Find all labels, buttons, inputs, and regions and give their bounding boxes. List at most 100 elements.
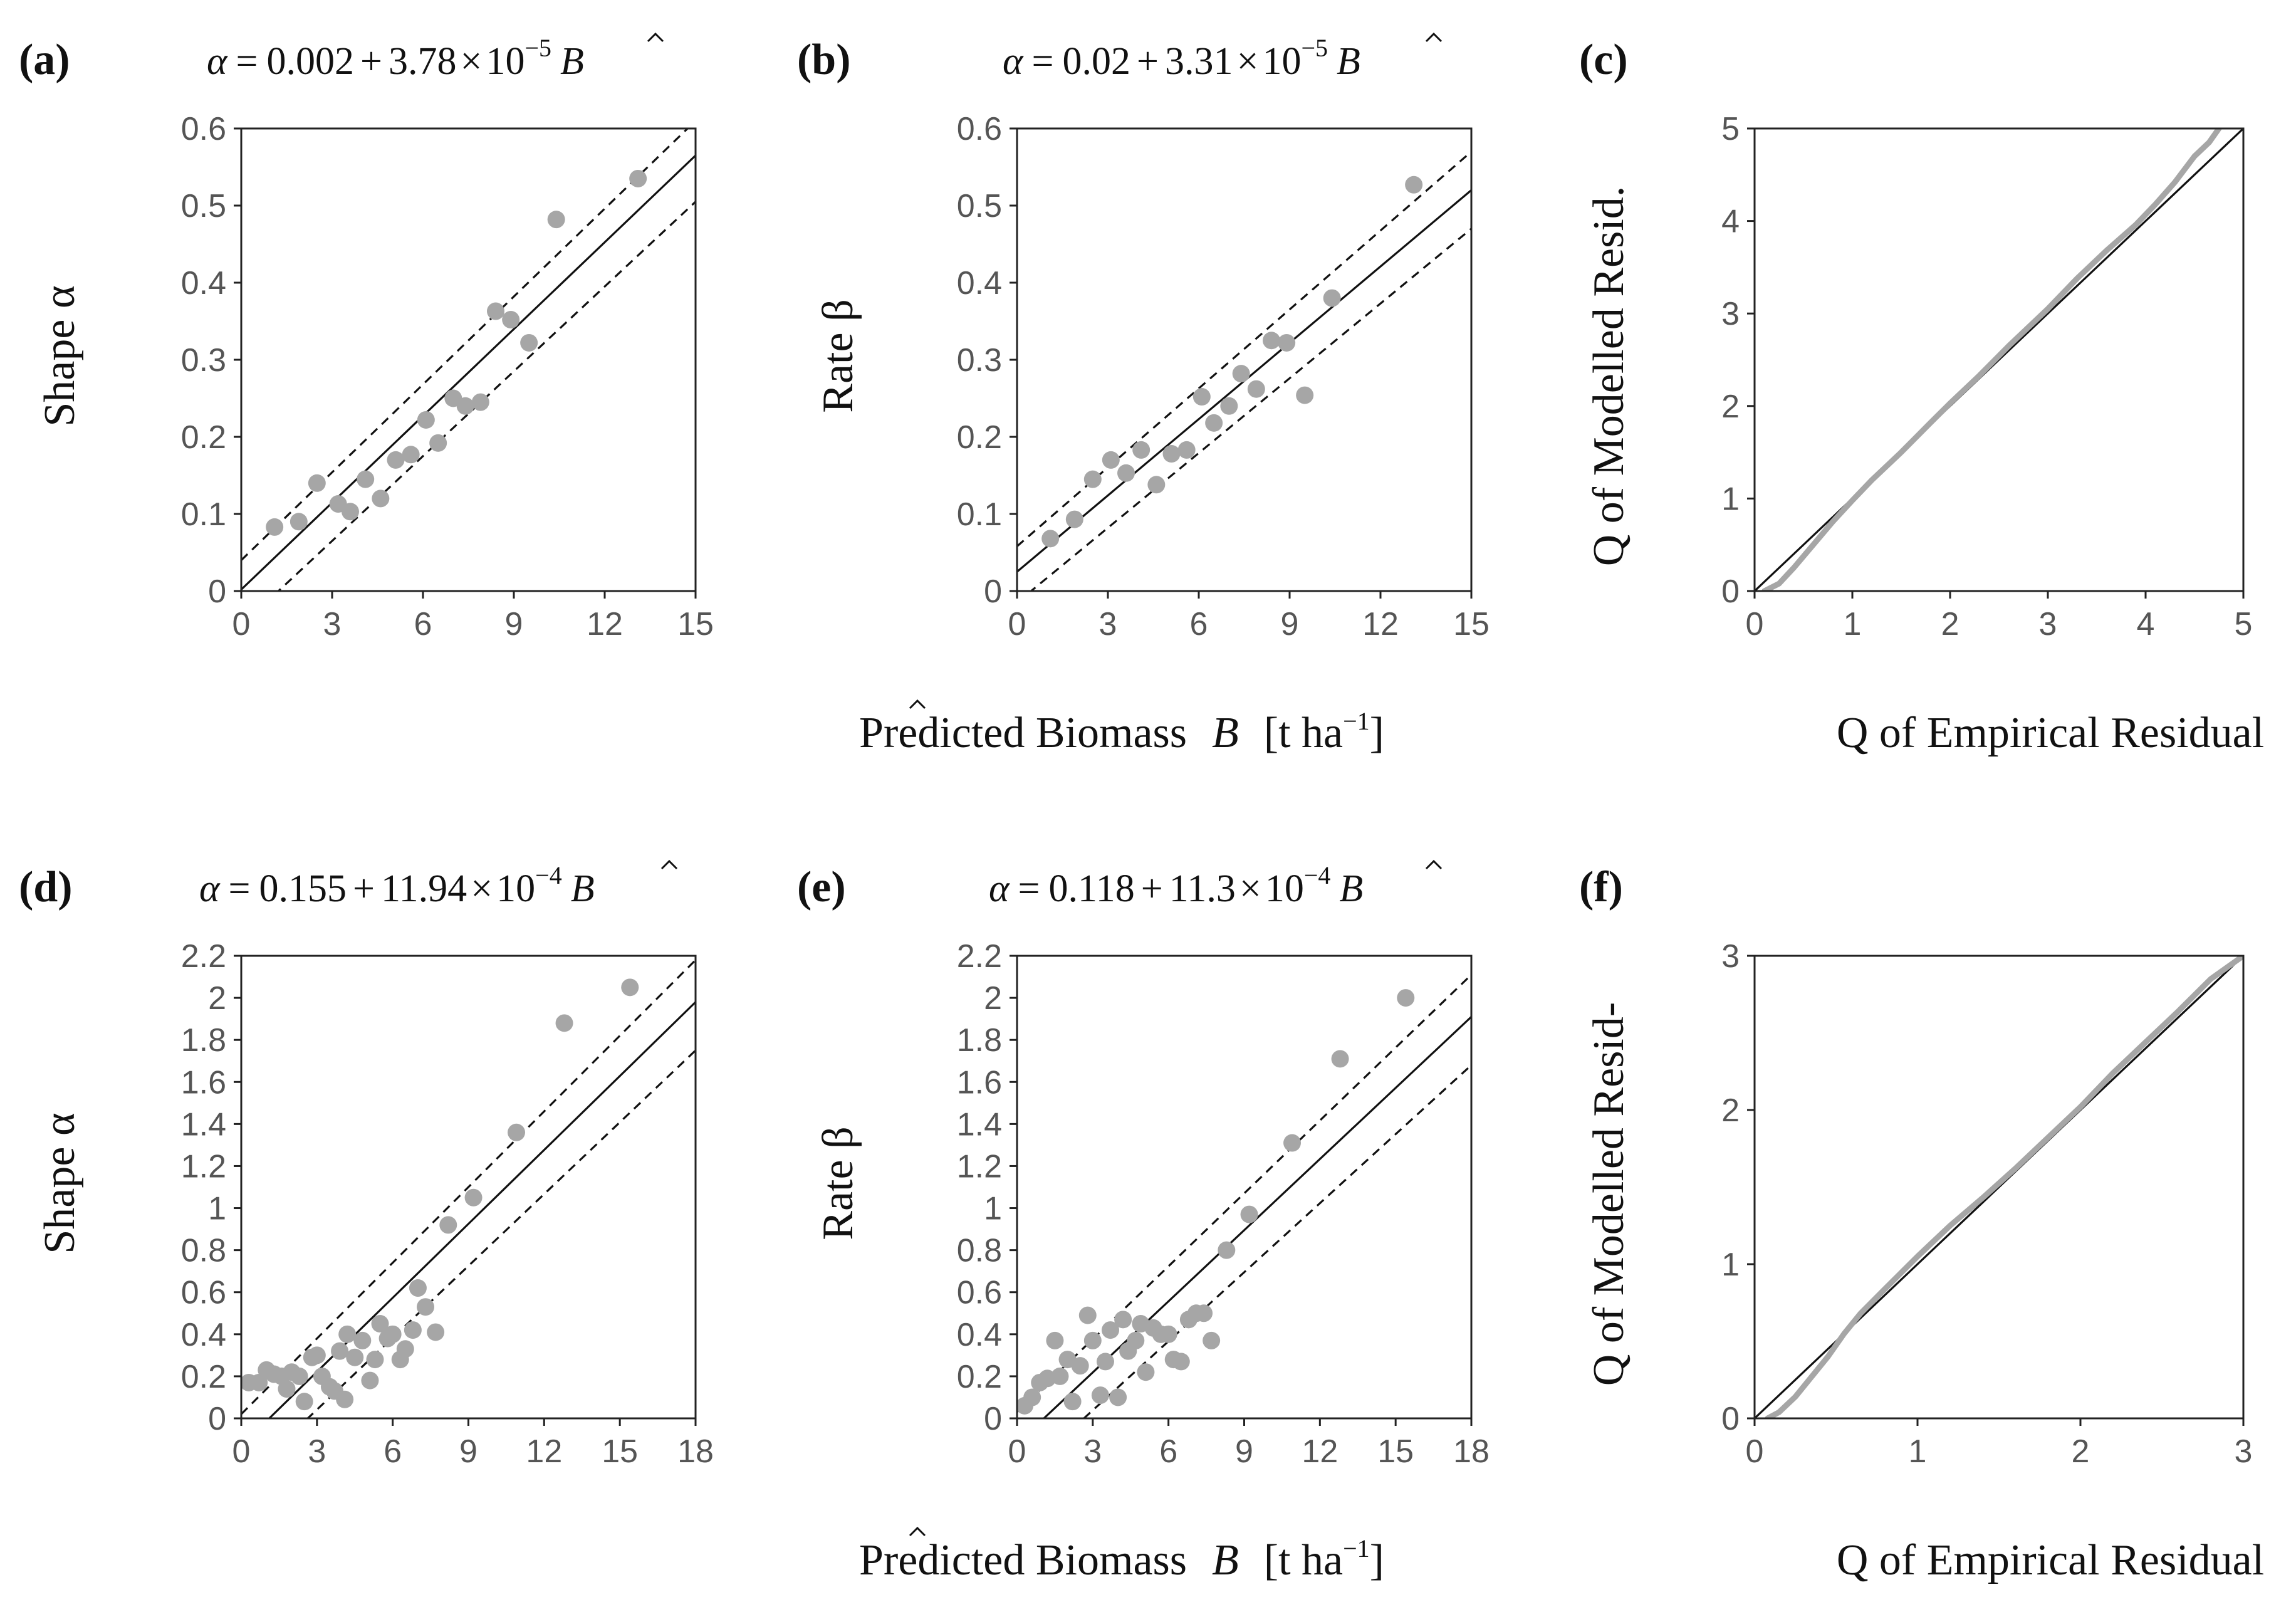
- data-point: [1332, 1050, 1349, 1067]
- data-point: [417, 1298, 434, 1316]
- x-tick-label: 6: [384, 1433, 402, 1470]
- y-tick-label: 1: [1721, 1247, 1740, 1283]
- y-tick-label: 0.8: [181, 1233, 226, 1269]
- plot-area: [1016, 975, 1471, 1479]
- panel-c-ylabel: Q of Modelled Resid.: [1585, 186, 1633, 567]
- y-tick-label: 0: [984, 573, 1002, 610]
- x-tick-label: 9: [459, 1433, 477, 1470]
- x-tick-label: 12: [1362, 606, 1399, 642]
- y-tick-label: 0.2: [181, 1359, 226, 1395]
- data-point: [1296, 387, 1313, 404]
- data-point: [1203, 1332, 1220, 1349]
- panel-d: (d) α = 0.155 +11.94×10−4 B Shape α 0 3 6 9 12 15…: [19, 861, 714, 1482]
- x-tick-label: 4: [2137, 606, 2155, 642]
- panel-e-plot: 0 3 6 9 12 15 1800.20.40.60.811.21.41.61.822.2: [957, 938, 1490, 1479]
- x-tick-label: 0: [1746, 1433, 1764, 1470]
- panel-d-plot: 0 3 6 9 12 15 1800.20.40.60.811.21.41.61.822.2: [181, 938, 714, 1482]
- y-tick-label: 1: [1721, 481, 1740, 517]
- x-tick-label: 18: [677, 1433, 714, 1470]
- y-tick-label: 1.2: [957, 1148, 1002, 1185]
- panel-d-ylabel: Shape α: [36, 1112, 84, 1254]
- hat-accent-d: [662, 861, 677, 869]
- regression-line: [241, 155, 696, 589]
- data-point: [1092, 1386, 1109, 1404]
- panel-b: (b) α = 0.02 +3.31×10−5 B Rate β 0 3 6 9 12 1500.…: [797, 34, 1490, 642]
- x-tick-label: 0: [232, 606, 251, 642]
- x-tick-label: 3: [308, 1433, 326, 1470]
- data-point: [1172, 1353, 1190, 1370]
- data-point: [336, 1391, 353, 1408]
- data-point: [296, 1393, 313, 1410]
- data-point: [1218, 1242, 1235, 1259]
- data-point: [1084, 1332, 1102, 1349]
- data-point: [548, 211, 565, 228]
- data-point: [384, 1326, 402, 1343]
- confidence-upper-line: [1017, 152, 1471, 547]
- data-point: [1051, 1368, 1068, 1385]
- data-point: [556, 1014, 573, 1032]
- x-tick-label: 0: [1008, 606, 1026, 642]
- x-tick-label: 9: [1281, 606, 1299, 642]
- data-point: [409, 1279, 427, 1297]
- y-tick-label: 4: [1721, 204, 1740, 240]
- y-tick-label: 0.6: [181, 111, 226, 147]
- data-point: [353, 1332, 371, 1349]
- y-tick-label: 0.4: [181, 1317, 226, 1353]
- x-tick-label: 3: [2235, 1433, 2253, 1470]
- figure-canvas: (a) α = 0.002 +3.78×10−5 B Shape α 0 3 6 9 12 150…: [0, 0, 2296, 1602]
- data-point: [1220, 397, 1238, 415]
- hat-accent-row2: [910, 1528, 925, 1536]
- y-tick-label: 0.6: [181, 1275, 226, 1311]
- data-point: [1397, 989, 1414, 1007]
- y-tick-label: 2: [208, 980, 226, 1017]
- y-tick-label: 0.5: [957, 188, 1002, 224]
- panel-f: (f) Q of Modelled Resid- Q of Empirical …: [1579, 863, 2264, 1584]
- data-point: [308, 474, 326, 492]
- y-tick-label: 3: [1721, 296, 1740, 332]
- y-tick-label: 0.2: [181, 419, 226, 456]
- y-tick-label: 0.8: [957, 1233, 1002, 1269]
- plot-area: [240, 960, 696, 1482]
- data-point: [472, 394, 489, 411]
- x-tick-label: 9: [1235, 1433, 1253, 1470]
- data-point: [387, 451, 405, 469]
- panel-a: (a) α = 0.002 +3.78×10−5 B Shape α 0 3 6 9 12 150…: [19, 34, 714, 642]
- data-point: [331, 1343, 348, 1360]
- y-tick-label: 1.4: [957, 1106, 1002, 1143]
- y-tick-label: 0.3: [181, 342, 226, 379]
- data-point: [1137, 1363, 1154, 1381]
- qq-curve: [1768, 956, 2243, 1418]
- data-point: [1263, 332, 1280, 349]
- data-point: [366, 1351, 384, 1368]
- data-point: [1178, 441, 1196, 459]
- data-point: [1163, 445, 1181, 463]
- hat-accents: [648, 34, 1441, 1536]
- hat-accent-b: [1426, 34, 1441, 41]
- y-tick-label: 0.5: [181, 188, 226, 224]
- data-point: [397, 1340, 414, 1358]
- plot-frame: [1017, 956, 1471, 1418]
- panel-f-label: (f): [1579, 863, 1623, 911]
- panel-f-plot: 0 1 2 3 0 1 2 3: [1721, 938, 2252, 1470]
- y-tick-label: 1.8: [181, 1022, 226, 1059]
- data-point: [342, 503, 359, 520]
- data-point: [308, 1346, 326, 1364]
- data-point: [1102, 451, 1120, 469]
- panel-d-equation: α = 0.155 +11.94×10−4 B: [199, 861, 595, 910]
- y-tick-label: 0: [984, 1401, 1002, 1437]
- data-point: [457, 397, 474, 415]
- panel-b-ylabel: Rate β: [814, 299, 862, 412]
- panel-e: (e) α = 0.118 +11.3×10−4 B Rate β 0 3 6 9 12 15 18…: [797, 861, 1490, 1479]
- panel-c-plot: 0 1 2 3 4 5012345: [1721, 111, 2252, 642]
- plot-frame: [1017, 128, 1471, 591]
- plot-area: [1755, 956, 2243, 1418]
- y-tick-label: 0.2: [957, 1359, 1002, 1395]
- y-tick-label: 0.4: [957, 1317, 1002, 1353]
- y-tick-label: 1.2: [181, 1148, 226, 1185]
- data-point: [1193, 388, 1211, 406]
- panel-b-plot: 0 3 6 9 12 15 0 0.1 0.2 0.3 0.4 0.5 0.6: [957, 111, 1490, 642]
- y-tick-label: 0.3: [957, 342, 1002, 379]
- y-tick-label: 0: [208, 1401, 226, 1437]
- x-tick-label: 12: [526, 1433, 562, 1470]
- y-tick-label: 3: [1721, 938, 1740, 975]
